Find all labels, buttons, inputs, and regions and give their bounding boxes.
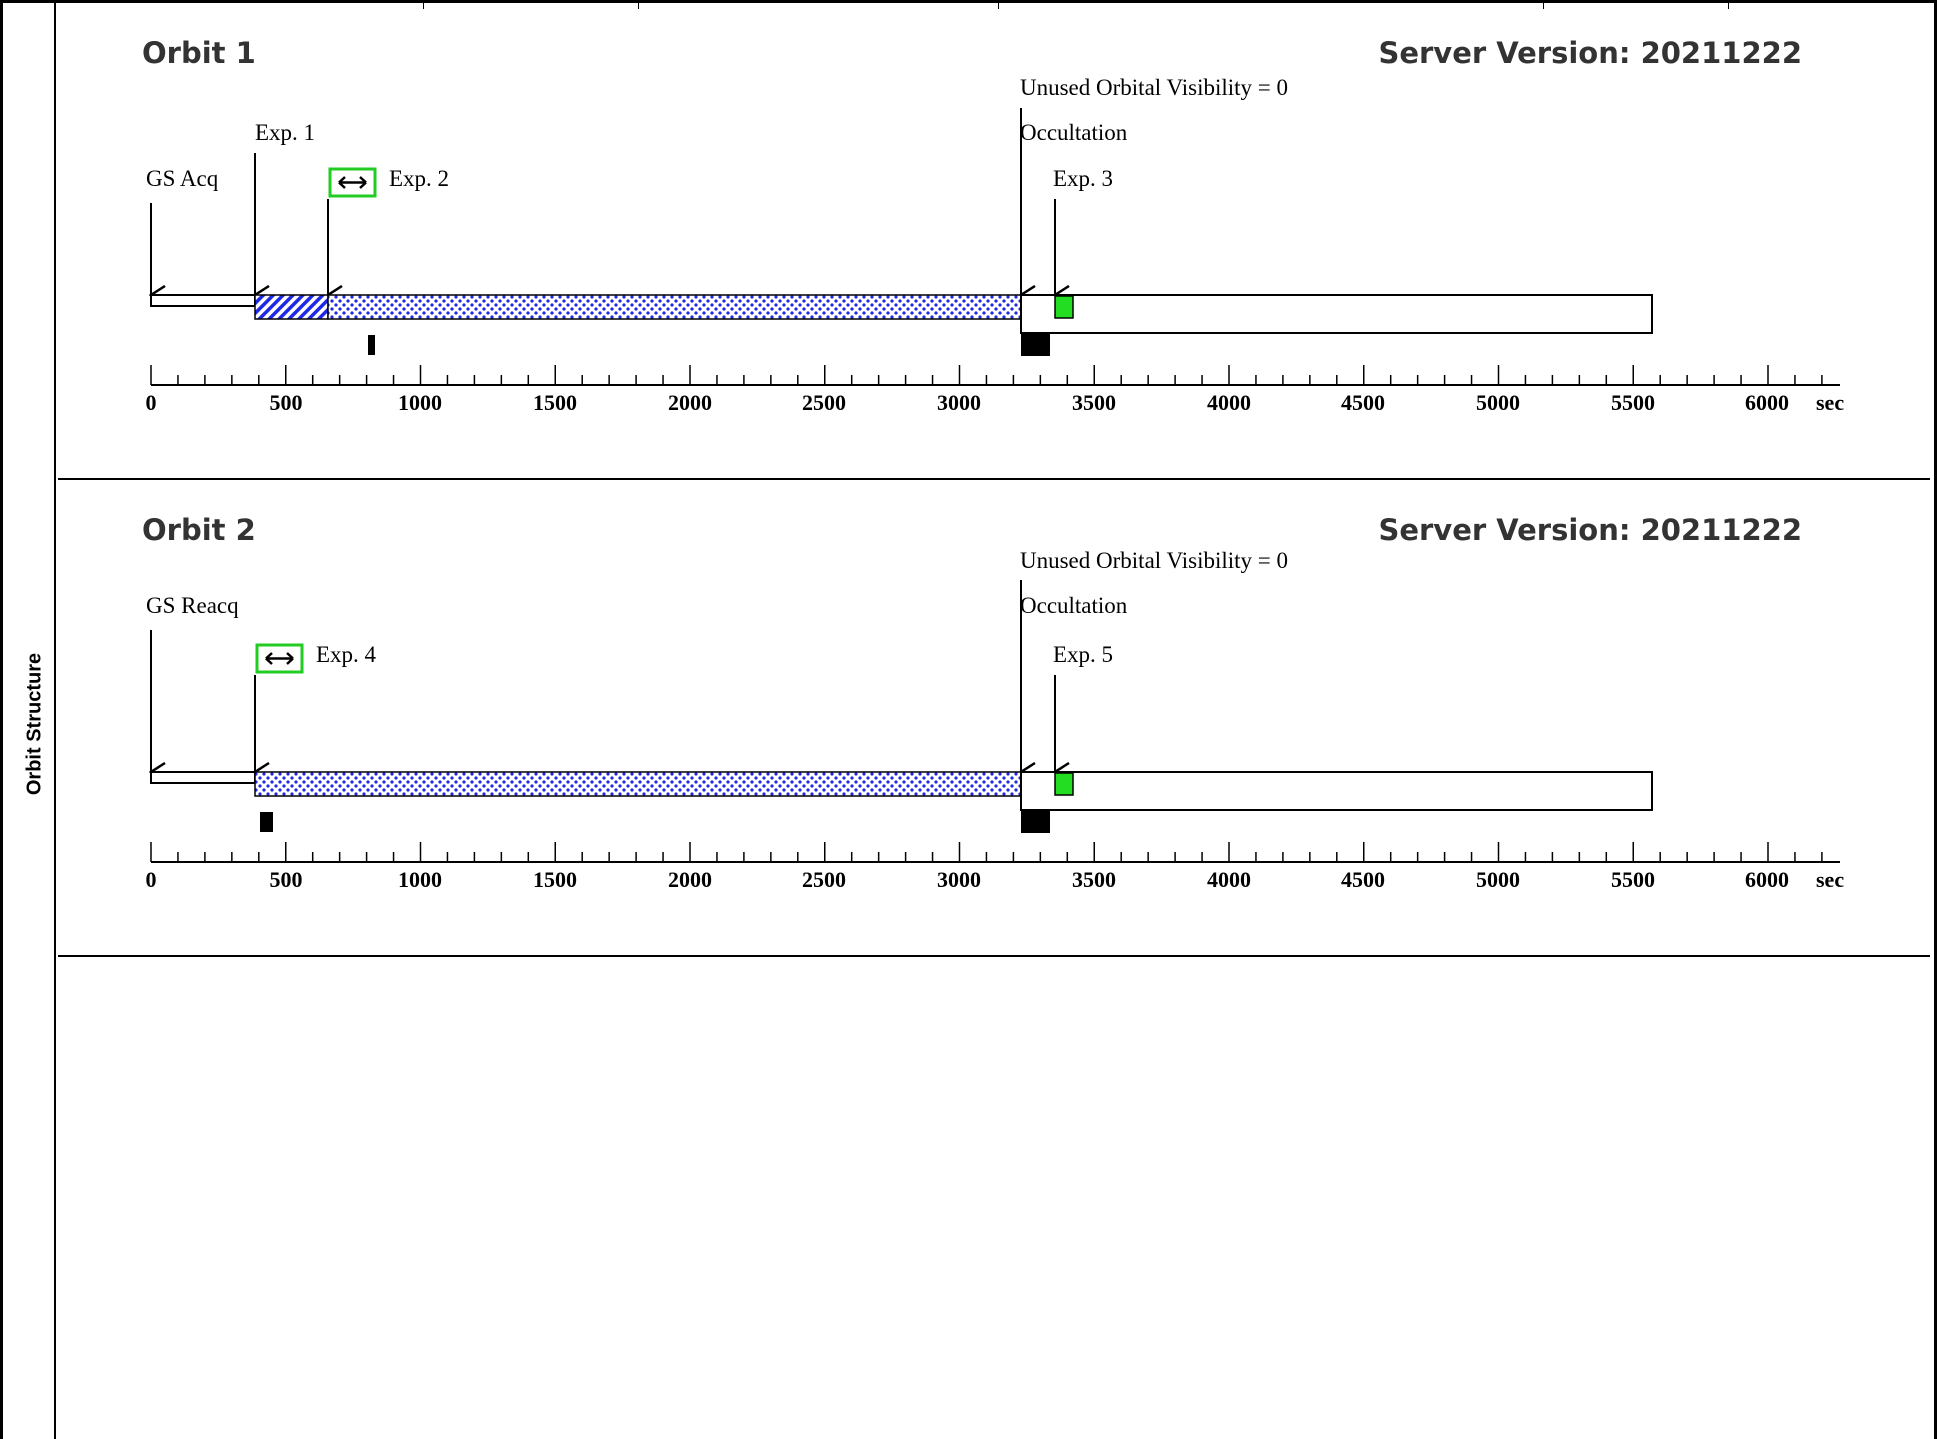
tick-label: 3500 [1072,867,1116,892]
tick-label: 3500 [1072,390,1116,415]
side-label-column: Orbit Structure [0,0,56,1439]
tick-label: 0 [146,390,157,415]
tick-label: 4500 [1341,390,1385,415]
orbit-panel-2: Orbit 2 Server Version: 20211222 Unused … [58,480,1930,957]
column-divider [423,3,424,9]
tick-label: 3000 [937,390,981,415]
tick-label: 2500 [802,867,846,892]
tick-label: 1500 [533,867,577,892]
axis-unit: sec [1816,867,1844,892]
event-label: GS Acq [146,166,219,191]
occultation-bar [1020,294,1653,334]
guide-star-acq-bar [150,294,256,307]
tick-label: 1500 [533,390,577,415]
event-label: Exp. 2 [389,166,449,191]
time-axis: 0 500 1000 1500 2000 2500 3000 3500 4000… [146,365,1844,415]
overhead-marker [260,812,273,832]
event-label: GS Reacq [146,593,239,618]
tick-label: 4500 [1341,867,1385,892]
orbit-title: Orbit 1 [142,36,256,70]
time-axis: 0 500 1000 1500 2000 2500 3000 3500 4000… [146,842,1844,892]
orbit-timeline: Unused Orbital Visibility = 0 Occultatio… [146,75,1845,415]
column-divider [998,3,999,9]
column-divider [1728,3,1729,9]
overhead-marker [1021,810,1050,833]
tick-label: 1000 [398,390,442,415]
unused-visibility-label: Unused Orbital Visibility = 0 [1020,75,1288,100]
tick-label: 500 [270,867,303,892]
tick-label: 6000 [1745,867,1789,892]
tick-label: 500 [270,390,303,415]
tick-label: 5500 [1611,867,1655,892]
exposure-4-bar [254,771,1022,797]
server-version: Server Version: 20211222 [1378,36,1802,70]
tick-label: 4000 [1207,390,1251,415]
empty-orbit-panel [58,957,1930,1439]
guide-star-reacq-bar [150,771,256,784]
tick-label: 3000 [937,867,981,892]
event-label: Exp. 3 [1053,166,1113,191]
occultation-label: Occultation [1020,593,1128,618]
tick-label: 0 [146,867,157,892]
tick-label: 2000 [668,867,712,892]
tick-label: 1000 [398,867,442,892]
orbit-panel-1: Orbit 1 Server Version: 20211222 Unused … [58,3,1930,480]
tick-label: 2500 [802,390,846,415]
event-label: Exp. 1 [255,120,315,145]
overhead-marker [368,335,375,355]
exposure-1-bar [254,294,329,320]
exposure-3-bar [1054,295,1074,319]
tick-label: 5000 [1476,390,1520,415]
orbit-title: Orbit 2 [142,513,256,547]
double-arrow-icon[interactable] [255,643,304,674]
unused-visibility-label: Unused Orbital Visibility = 0 [1020,548,1288,573]
event-label: Exp. 5 [1053,642,1113,667]
tick-label: 6000 [1745,390,1789,415]
exposure-5-bar [1054,772,1074,796]
occultation-label: Occultation [1020,120,1128,145]
server-version: Server Version: 20211222 [1378,513,1802,547]
tick-label: 4000 [1207,867,1251,892]
double-arrow-icon[interactable] [328,167,377,198]
orbit-structure-label: Orbit Structure [23,652,46,796]
overhead-marker [1021,333,1050,356]
orbit-timeline: Unused Orbital Visibility = 0 Occultatio… [146,548,1845,892]
tick-label: 5500 [1611,390,1655,415]
exposure-2-bar [327,294,1022,320]
occultation-bar [1020,771,1653,811]
column-divider [638,3,639,9]
tick-label: 2000 [668,390,712,415]
event-label: Exp. 4 [316,642,377,667]
tick-label: 5000 [1476,867,1520,892]
column-divider [1543,3,1544,9]
axis-unit: sec [1816,390,1844,415]
